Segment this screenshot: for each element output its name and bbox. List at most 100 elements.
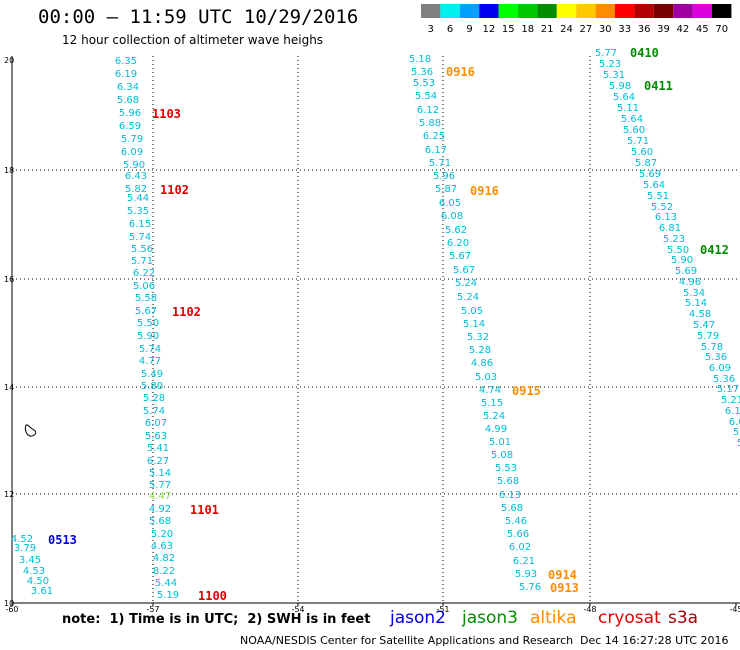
legend-swatch — [479, 4, 499, 18]
wave-height-value: 5.15 — [481, 398, 503, 409]
pass-time-label: 0411 — [644, 79, 673, 93]
wave-height-value: 6.34 — [117, 82, 139, 93]
wave-height-value: 6.09 — [121, 147, 143, 158]
chart-title: 00:00 – 11:59 UTC 10/29/2016 — [38, 6, 359, 28]
wave-height-value: 5.78 — [701, 342, 723, 353]
chart-subtitle: 12 hour collection of altimeter wave hei… — [62, 33, 324, 47]
wave-height-value: 5.79 — [697, 331, 719, 342]
wave-height-value: 5.21 — [721, 395, 740, 406]
wave-height-value: 4.50 — [27, 576, 49, 587]
legend-label: 27 — [580, 24, 593, 35]
legend-swatch — [653, 4, 674, 18]
wave-height-value: 6.12 — [417, 105, 439, 116]
wave-height-value: 5.62 — [445, 225, 467, 236]
wave-height-value: 5.46 — [505, 516, 527, 527]
wave-height-value: 5.89 — [737, 438, 740, 449]
wave-height-value: 6.25 — [423, 131, 445, 142]
legend-swatch — [673, 4, 693, 18]
lat-tick-label: 12 — [4, 490, 14, 499]
pass-time-label: 0916 — [470, 184, 499, 198]
satellite-name: jason3 — [462, 608, 518, 628]
wave-height-value: 5.64 — [621, 114, 643, 125]
wave-height-value: 5.96 — [433, 171, 455, 182]
wave-height-value: 5.17 — [717, 384, 739, 395]
lat-tick-label: 10 — [4, 599, 14, 608]
wave-height-value: 4.77 — [139, 356, 161, 367]
wave-height-value: 5.14 — [149, 468, 171, 479]
wave-height-value: 5.90 — [137, 331, 159, 342]
wave-height-value: 5.68 — [497, 476, 519, 487]
wave-height-value: 4.86 — [471, 358, 493, 369]
legend-label: 36 — [638, 24, 651, 35]
wave-height-value: 6.12 — [725, 406, 740, 417]
wave-height-value: 6.43 — [125, 171, 147, 182]
wave-height-value: 5.50 — [137, 318, 159, 329]
wave-height-value: 5.28 — [143, 393, 165, 404]
wave-height-value: 6.13 — [655, 212, 677, 223]
lat-tick-label: 16 — [4, 275, 14, 284]
wave-height-value: 5.24 — [483, 411, 505, 422]
wave-height-value: 5.08 — [491, 450, 513, 461]
legend-label: 70 — [715, 24, 728, 35]
legend-swatch — [518, 4, 538, 18]
wave-height-value: 4.82 — [153, 553, 175, 564]
lat-tick-label: 20 — [4, 56, 14, 65]
wave-height-value: 5.18 — [409, 54, 431, 65]
wave-height-value: 5.71 — [429, 158, 451, 169]
legend-label: 45 — [696, 24, 709, 35]
wave-height-value: 8.22 — [153, 566, 175, 577]
wave-height-value: 5.49 — [141, 369, 163, 380]
satellite-name: jason2 — [390, 608, 446, 628]
pass-time-label: 0913 — [550, 581, 579, 595]
wave-height-value: 5.41 — [147, 443, 169, 454]
wave-height-value: 6.15 — [129, 219, 151, 230]
wave-height-value: 6.20 — [447, 238, 469, 249]
wave-height-value: 5.74 — [139, 344, 161, 355]
wave-height-value: 5.11 — [617, 103, 639, 114]
legend-label: 15 — [502, 24, 515, 35]
wave-height-value: 5.76 — [519, 582, 541, 593]
wave-height-value: 5.64 — [643, 180, 665, 191]
wave-height-value: 5.56 — [131, 244, 153, 255]
wave-height-value: 3.61 — [31, 586, 53, 597]
lat-tick-label: 18 — [4, 166, 14, 175]
pass-time-label: 1101 — [190, 503, 219, 517]
wave-height-value: 5.20 — [151, 529, 173, 540]
lon-tick-label: -51 — [436, 605, 449, 614]
wave-height-value: 5.67 — [453, 265, 475, 276]
wave-height-value: 4.96 — [679, 277, 701, 288]
satellite-name: altika — [530, 608, 577, 628]
wave-height-value: 5.82 — [125, 184, 147, 195]
lon-tick-label: -54 — [291, 605, 304, 614]
wave-height-value: 5.69 — [639, 169, 661, 180]
pass-time-label: 0513 — [48, 533, 77, 547]
wave-height-value: 5.06 — [133, 281, 155, 292]
lon-tick-label: -60 — [5, 605, 18, 614]
wave-height-value: 5.44 — [127, 193, 149, 204]
island-outline — [24, 424, 37, 437]
wave-height-value: 5.53 — [495, 463, 517, 474]
wave-height-value: 5.63 — [145, 431, 167, 442]
wave-height-value: 4.99 — [485, 424, 507, 435]
satellite-name: s3a — [668, 608, 699, 628]
wave-height-value: 6.81 — [659, 223, 681, 234]
legend-swatch — [421, 4, 441, 18]
pass-time-label: 1102 — [160, 183, 189, 197]
wave-height-value: 4.53 — [23, 566, 45, 577]
wave-height-value: 4.74 — [479, 385, 501, 396]
wave-height-value: 4.63 — [151, 541, 173, 552]
legend-swatch — [634, 4, 654, 18]
wave-height-value: 6.09 — [709, 363, 731, 374]
wave-height-value: 5.60 — [631, 147, 653, 158]
lat-tick-label: 14 — [4, 383, 14, 392]
wave-height-value: 5.19 — [157, 590, 179, 601]
wave-height-value: 5.93 — [515, 569, 537, 580]
wave-height-value: 5.52 — [651, 202, 673, 213]
wave-height-value: 5.34 — [683, 288, 705, 299]
credit-line: NOAA/NESDIS Center for Satellite Applica… — [240, 634, 574, 647]
footnote: note: 1) Time is in UTC; 2) SWH is in fe… — [62, 612, 371, 627]
wave-height-value: 5.74 — [129, 232, 151, 243]
wave-height-value: 6.07 — [729, 417, 740, 428]
wave-height-value: 5.32 — [467, 332, 489, 343]
wave-height-value: 5.67 — [449, 251, 471, 262]
